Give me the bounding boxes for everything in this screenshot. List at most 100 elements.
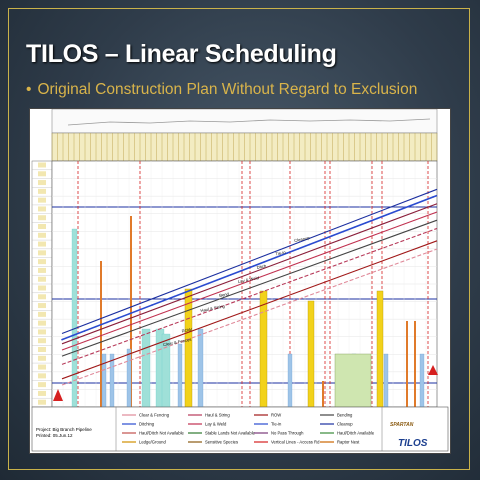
raptor-nest-bar (109, 353, 115, 408)
legend-label: Stable Lands Not Available (205, 431, 256, 436)
activity-line (61, 227, 438, 365)
legend-label: Raptor Nest (337, 440, 360, 445)
schedule-svg: Cleanup Tie-in Ditch Lay & Weld Bend Haul & S… (31, 109, 449, 452)
tiein-dot (72, 334, 75, 337)
activity-label: Lay & Weld (237, 275, 260, 284)
legend-label: Vertical Lines - Access Rd (271, 440, 320, 445)
tiein-dot (252, 265, 255, 267)
activity-label: ROW (181, 327, 192, 334)
tiein-dot (274, 256, 277, 259)
access-road-bar (322, 381, 324, 407)
access-road-bar (406, 321, 408, 407)
time-cell (38, 329, 46, 335)
time-cell (38, 390, 46, 396)
bullet-text: Original Construction Plan Without Regar… (37, 81, 418, 98)
time-cell (38, 311, 46, 317)
tiein-dot (398, 209, 401, 211)
tiein-dot (432, 196, 435, 198)
slide-bullet: • Original Construction Plan Without Rega… (26, 81, 417, 99)
tiein-dot (421, 200, 423, 203)
tiein-dot (162, 299, 165, 302)
time-cell (38, 171, 46, 177)
activity-line (61, 194, 438, 341)
tiein-dot (286, 252, 288, 254)
ledge-ground-bar (184, 288, 193, 408)
sensitive-species-bar (141, 328, 151, 408)
tiein-dot (364, 222, 367, 224)
time-cell (38, 197, 46, 203)
tiein-dot (83, 330, 86, 332)
legend-label: Sensitive Species (205, 440, 238, 445)
time-cell (38, 347, 46, 352)
ledge-ground-bar (307, 300, 315, 408)
time-cell (38, 224, 46, 229)
time-cell (38, 215, 46, 221)
tiein-dot (94, 325, 97, 328)
bullet-dot-icon: • (26, 81, 32, 98)
tilos-logo: TILOS (398, 438, 428, 449)
time-cell (38, 276, 46, 282)
tiein-dot (173, 295, 176, 298)
tiein-dot (196, 286, 198, 289)
linear-schedule-chart: Cleanup Tie-in Ditch Lay & Weld Bend Haul & S… (29, 108, 451, 454)
activity-label: Haul & String (200, 303, 226, 313)
tiein-dot (319, 239, 322, 241)
time-cell (38, 188, 46, 194)
activity-label: Bend (219, 291, 230, 298)
time-cell (38, 180, 46, 186)
spartan-logo: SPARTAN (390, 422, 414, 428)
legend-label: Haul/Ditch Available (337, 431, 375, 436)
tiein-dot (331, 235, 333, 237)
activity-labels: Cleanup Tie-in Ditch Lay & Weld Bend Haul & S… (162, 235, 310, 347)
tiein-dot (297, 248, 300, 250)
time-cell (38, 364, 46, 370)
access-road-bar (100, 261, 102, 407)
constraint-bars (53, 161, 438, 408)
activity-label: Clear & Fences (162, 337, 191, 347)
time-cell (38, 382, 46, 388)
access-road-bar (130, 216, 132, 407)
raptor-nest-bar (197, 328, 204, 408)
time-cell (38, 232, 46, 238)
project-name: Project: Big Branch Pipeline (36, 427, 92, 432)
tiein-dot (353, 226, 356, 229)
activity-line (61, 219, 438, 357)
tiein-dot (128, 312, 131, 315)
tiein-dot (207, 282, 210, 285)
raptor-nest-bar (419, 353, 425, 408)
time-cell (38, 399, 46, 405)
activity-label: Tie-in (275, 249, 287, 256)
project-printed: Printed: 05.Jun.12 (36, 432, 73, 438)
tiein-dot (61, 338, 63, 341)
time-cell (38, 241, 46, 247)
activity-label: Cleanup (294, 235, 311, 243)
tiein-dot (218, 278, 221, 280)
legend-label: Haul & String (205, 413, 230, 418)
activity-line (61, 188, 438, 335)
time-cell (38, 162, 46, 168)
time-cell (38, 373, 46, 379)
activity-lines (61, 188, 438, 386)
legend-label: ROW (271, 413, 281, 418)
activity-line (61, 248, 438, 386)
project-info: Project: Big Branch Pipeline Printed: 05… (36, 427, 92, 438)
raptor-nest-bar (177, 343, 183, 408)
tiein-dot (409, 204, 412, 207)
legend-label: Ledge/Ground (139, 440, 166, 445)
tiein-dot (376, 217, 378, 220)
time-cell (38, 355, 46, 361)
tiein-dot (106, 321, 108, 324)
legend-items: Clear & Fencing Ditching Haul/Ditch Not Av… (115, 407, 383, 451)
legend-label: Tie-in (271, 422, 282, 427)
time-cell (38, 285, 46, 291)
tiein-dot (308, 243, 311, 246)
legend-label: Ditching (139, 422, 155, 427)
elevation-profile-line (67, 118, 431, 126)
tiein-dot (387, 213, 390, 216)
time-cell (38, 320, 46, 326)
ledge-ground-bar (376, 290, 384, 408)
tiein-dot (263, 261, 266, 263)
station-header-ticks (51, 133, 438, 161)
raptor-nest-bar (126, 348, 132, 408)
time-cell (38, 250, 46, 256)
